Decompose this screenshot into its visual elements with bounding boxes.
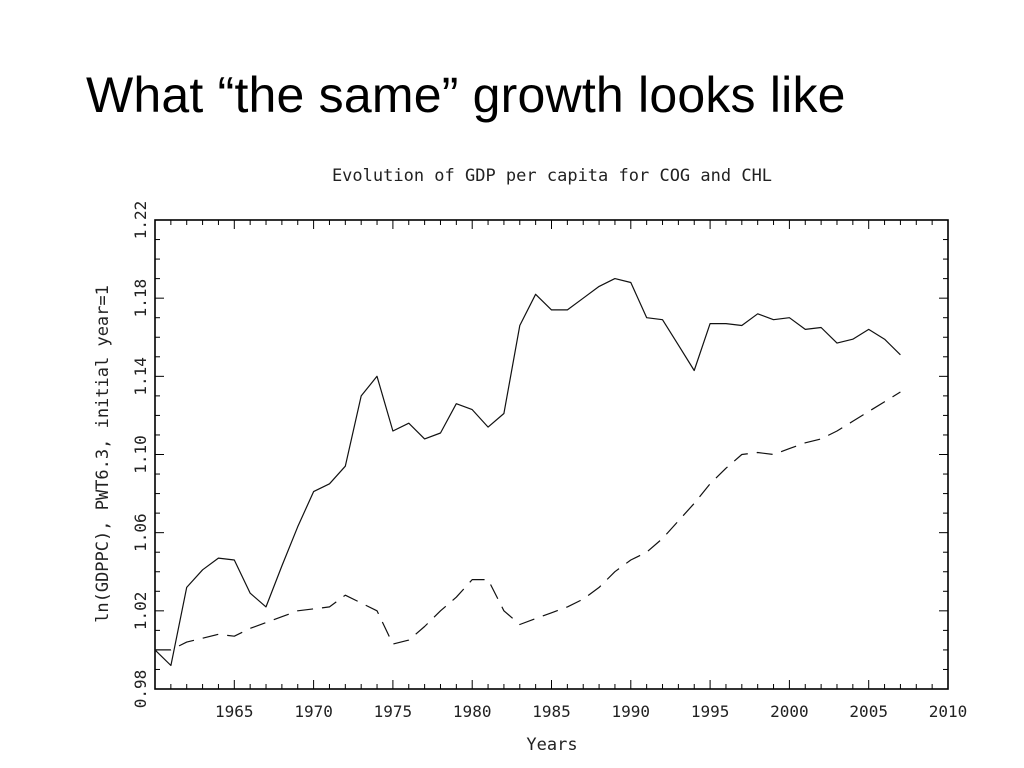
x-tick-label: 1965 xyxy=(215,702,254,721)
x-axis: 1965 1970 1975 1980 1985 1990 1995 2000 2005 2010 xyxy=(170,220,968,721)
x-tick-label: 1985 xyxy=(532,702,571,721)
chart-title: Evolution of GDP per capita for COG and … xyxy=(332,166,772,186)
series-line-2 xyxy=(155,391,901,651)
slide-title: What “the same” growth looks like xyxy=(86,67,846,123)
x-tick-label: 1990 xyxy=(612,702,651,721)
x-axis-label: Years xyxy=(526,735,577,755)
x-tick-label: 1980 xyxy=(453,702,492,721)
y-axis: 0.98 1.02 1.06 1.10 1.14 1.18 1.22 xyxy=(131,201,948,709)
x-tick-label: 2010 xyxy=(929,702,968,721)
y-tick-label: 1.06 xyxy=(131,513,150,552)
y-tick-label: 1.02 xyxy=(131,592,150,631)
x-tick-label: 1975 xyxy=(374,702,413,721)
series-layer xyxy=(154,278,901,667)
y-tick-label: 1.10 xyxy=(131,435,150,474)
y-axis-label: ln(GDPPC), PWT6.3, initial year=1 xyxy=(93,285,113,623)
y-tick-label: 0.98 xyxy=(131,670,150,709)
x-tick-label: 2005 xyxy=(849,702,888,721)
x-tick-label: 2000 xyxy=(770,702,809,721)
x-tick-label: 1970 xyxy=(294,702,333,721)
series-line-1 xyxy=(154,278,901,667)
y-tick-label: 1.18 xyxy=(131,279,150,318)
y-tick-label: 1.14 xyxy=(131,357,150,396)
y-tick-label: 1.22 xyxy=(131,201,150,240)
x-tick-label: 1995 xyxy=(691,702,730,721)
plot-frame xyxy=(154,219,949,690)
